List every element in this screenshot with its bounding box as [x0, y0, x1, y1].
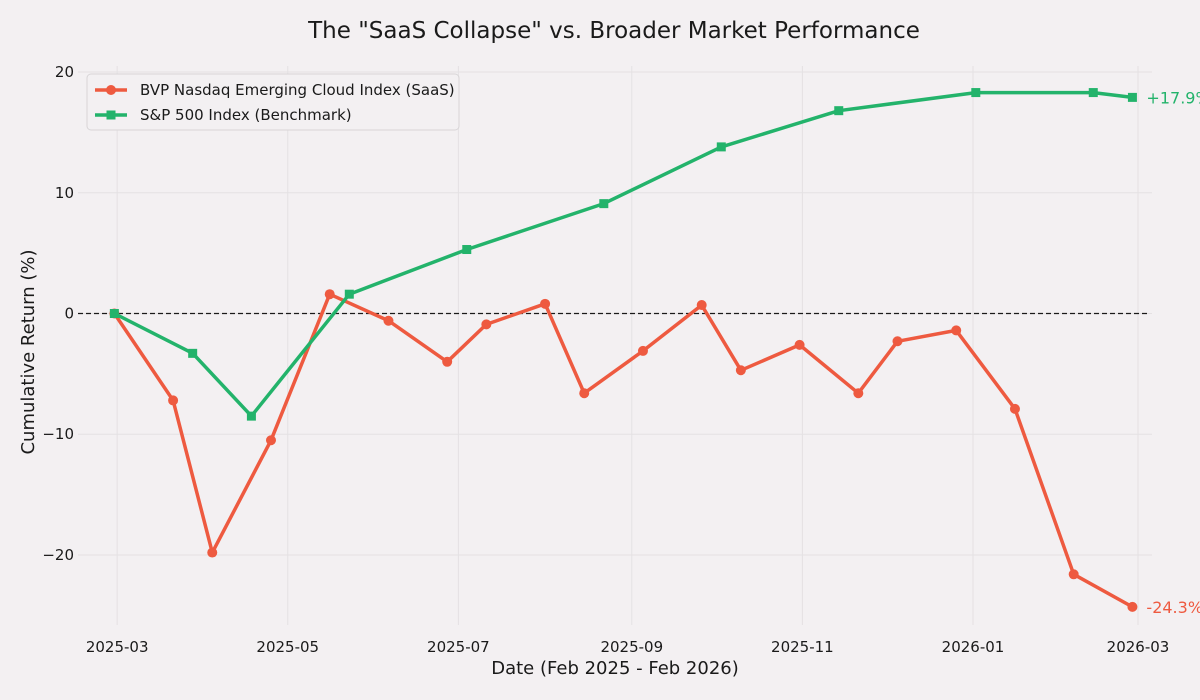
legend-swatch-marker	[106, 110, 116, 120]
x-tick-label: 2025-03	[86, 638, 149, 656]
data-point	[716, 142, 726, 152]
y-tick-label: 20	[55, 63, 74, 81]
x-tick-label: 2025-09	[600, 638, 663, 656]
data-point	[735, 365, 746, 376]
data-point	[579, 388, 590, 399]
data-point	[344, 289, 354, 299]
y-tick-label: −10	[42, 425, 74, 443]
data-point	[1127, 601, 1138, 612]
data-point	[599, 199, 609, 209]
x-tick-label: 2026-03	[1107, 638, 1170, 656]
legend-label: BVP Nasdaq Emerging Cloud Index (SaaS)	[140, 81, 455, 99]
series-end-label: -24.3%	[1146, 598, 1200, 617]
y-axis-label: Cumulative Return (%)	[18, 249, 39, 454]
x-tick-label: 2025-05	[256, 638, 319, 656]
data-point	[1009, 403, 1020, 414]
series-saas-index: -24.3%	[109, 289, 1200, 617]
data-point	[1068, 569, 1079, 580]
data-point	[109, 309, 119, 319]
series-line	[112, 292, 1135, 609]
data-point	[1127, 92, 1137, 102]
data-point	[207, 547, 218, 558]
data-point	[892, 336, 903, 347]
data-point	[265, 435, 276, 446]
grid-layer	[78, 66, 1152, 625]
series-line	[112, 90, 1135, 418]
y-tick-label: −20	[42, 546, 74, 564]
data-point	[971, 88, 981, 98]
x-tick-label: 2026-01	[942, 638, 1005, 656]
data-point	[481, 319, 492, 330]
data-point	[637, 345, 648, 356]
legend: BVP Nasdaq Emerging Cloud Index (SaaS) S&…	[86, 73, 460, 131]
data-point	[540, 298, 551, 309]
data-point	[951, 325, 962, 336]
tick-label-layer: 2025-03 2025-05 2025-07 2025-09 2025-11 2026-…	[42, 63, 1169, 656]
legend-swatch-marker	[106, 85, 116, 95]
data-point	[853, 388, 864, 399]
data-point	[794, 339, 805, 350]
legend-item: S&P 500 Index (Benchmark)	[95, 106, 352, 124]
x-tick-label: 2025-07	[427, 638, 490, 656]
y-tick-label: 10	[55, 184, 74, 202]
data-point	[383, 315, 394, 326]
data-point	[696, 300, 707, 311]
chart-title: The "SaaS Collapse" vs. Broader Market P…	[307, 18, 920, 44]
data-point	[442, 356, 453, 367]
x-axis-label: Date (Feb 2025 - Feb 2026)	[491, 658, 739, 679]
legend-label: S&P 500 Index (Benchmark)	[140, 106, 352, 124]
y-tick-label: 0	[64, 305, 74, 323]
data-point	[188, 348, 198, 358]
data-point	[246, 411, 256, 421]
data-point	[168, 395, 179, 406]
series-layer: -24.3% +17.9%	[109, 88, 1200, 617]
data-point	[324, 289, 335, 300]
data-point	[834, 106, 844, 116]
data-point	[462, 245, 472, 255]
series-sp500-index: +17.9%	[109, 88, 1200, 421]
x-tick-label: 2025-11	[771, 638, 834, 656]
legend-box	[86, 73, 460, 131]
data-point	[1088, 88, 1098, 98]
series-end-label: +17.9%	[1146, 88, 1200, 107]
legend-item: BVP Nasdaq Emerging Cloud Index (SaaS)	[95, 81, 455, 99]
